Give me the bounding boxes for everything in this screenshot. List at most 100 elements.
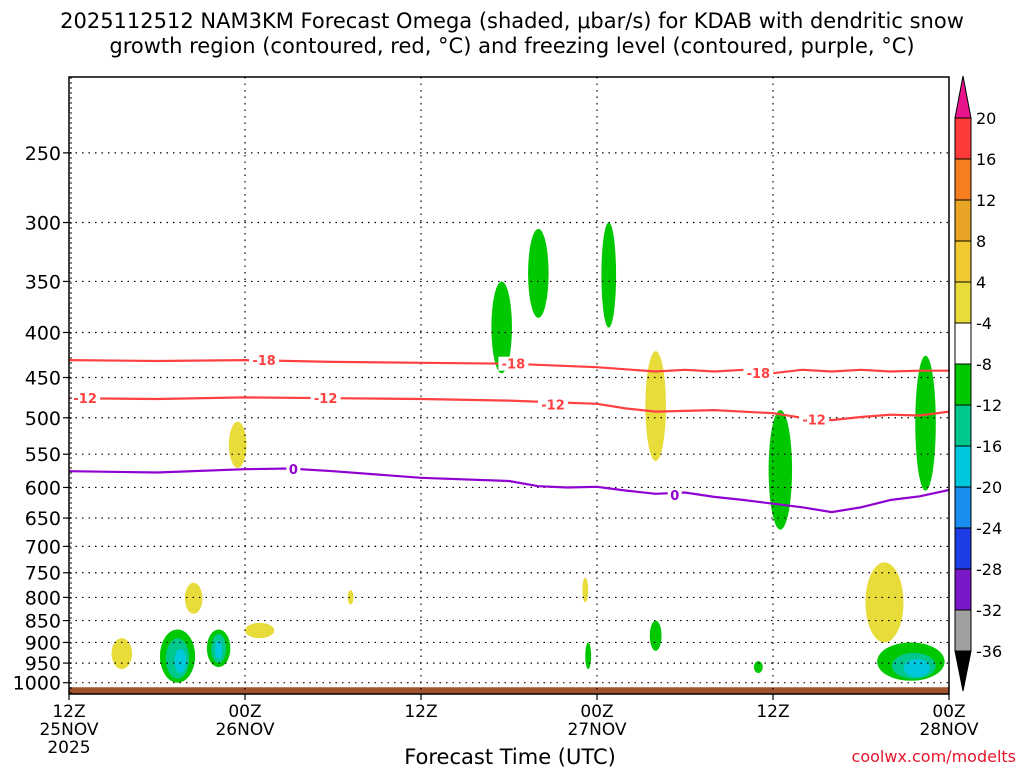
- y-tick-label-500: 500: [25, 408, 61, 430]
- colorbar-label-8: 8: [976, 232, 986, 251]
- colorbar-label--32: -32: [976, 601, 1002, 620]
- y-tick-label-900: 900: [25, 632, 61, 654]
- colorbar-bottom-arrow: [954, 650, 972, 692]
- contour-label-1: -18: [502, 358, 526, 373]
- y-tick-label-550: 550: [25, 444, 61, 466]
- omega-region-4-2: [228, 421, 247, 468]
- y-tick-label-700: 700: [25, 536, 61, 558]
- contour-label-bg-8: [667, 488, 682, 503]
- contour-label-bg-1: [498, 356, 529, 371]
- chart-title-line1: 2025112512 NAM3KM Forecast Omega (shaded…: [60, 9, 964, 33]
- plot-frame: [68, 76, 950, 695]
- contour-label-8: 0: [670, 489, 679, 504]
- credit-text: coolwx.com/modelts: [852, 747, 1016, 766]
- contour-label-3: -12: [73, 392, 97, 407]
- x-tick-label-0-2: 2025: [47, 738, 90, 758]
- colorbar-label--24: -24: [976, 519, 1002, 538]
- colorbar-label--20: -20: [976, 478, 1002, 497]
- x-tick-label-1-1: 26NOV: [215, 720, 274, 740]
- contour-label-bg-2: [743, 366, 774, 381]
- colorbar-box--12: [954, 404, 972, 447]
- colorbar-box-4: [954, 281, 972, 324]
- contour-label-0: -18: [252, 354, 276, 369]
- y-tick-label-450: 450: [25, 368, 61, 390]
- y-tick-label-400: 400: [25, 322, 61, 344]
- y-tick-label-1000: 1000: [13, 673, 61, 695]
- x-tick-label-2-0: 12Z: [404, 702, 437, 722]
- contour-line--12: [69, 396, 949, 422]
- contour-label-bg-6: [799, 412, 830, 427]
- x-tick-label-0-0: 12Z: [52, 702, 85, 722]
- colorbar-box--4: [954, 322, 972, 365]
- omega-region--4-11: [528, 228, 549, 318]
- colorbar-label--4: -4: [976, 314, 992, 333]
- x-tick-label-3-1: 27NOV: [567, 720, 626, 740]
- x-tick-label-0-1: 25NOV: [39, 720, 98, 740]
- omega-region-4-1: [184, 582, 203, 614]
- plot-content: -18 -18 -18 -12 -12 -12 -12 0 0: [69, 77, 949, 694]
- x-tick-label-5-1: 28NOV: [919, 720, 978, 740]
- colorbar-box-16: [954, 158, 972, 201]
- x-tick-label-3-0: 00Z: [580, 702, 613, 722]
- y-tick-label-250: 250: [25, 143, 61, 165]
- y-tick-label-350: 350: [25, 271, 61, 293]
- contour-label-bg-3: [70, 391, 101, 406]
- colorbar-label-16: 16: [976, 150, 996, 169]
- contour-label-bg-5: [538, 397, 568, 412]
- colorbar-box-20: [954, 117, 972, 160]
- colorbar-label--36: -36: [976, 642, 1002, 661]
- colorbar-box--8: [954, 363, 972, 406]
- x-axis-label: Forecast Time (UTC): [404, 745, 616, 768]
- colorbar-label--8: -8: [976, 355, 992, 374]
- ground-strip: [69, 687, 949, 694]
- contour-label-5: -12: [541, 399, 565, 414]
- colorbar-label-4: 4: [976, 273, 986, 292]
- contour-label-7: 0: [289, 463, 298, 478]
- omega-region--4-15: [753, 661, 763, 674]
- omega-region-4-7: [865, 562, 904, 643]
- chart-title-line2: growth region (contoured, red, °C) and f…: [109, 34, 914, 58]
- omega-region--12-23: [214, 640, 223, 660]
- omega-region--12-22: [174, 648, 187, 674]
- colorbar-box-12: [954, 199, 972, 242]
- colorbar-box--20: [954, 486, 972, 529]
- contour-label-2: -18: [747, 367, 771, 382]
- y-tick-label-300: 300: [25, 213, 61, 235]
- omega-region--4-13: [585, 642, 592, 670]
- contour-label-bg-0: [249, 353, 280, 368]
- omega-region--4-14: [649, 620, 662, 651]
- omega-region--4-12: [601, 222, 617, 328]
- y-tick-label-950: 950: [25, 653, 61, 675]
- omega-region-4-0: [111, 638, 133, 670]
- colorbar-box--16: [954, 445, 972, 488]
- x-tick-label-5-0: 00Z: [932, 702, 965, 722]
- colorbar-label--16: -16: [976, 437, 1002, 456]
- colorbar-label-20: 20: [976, 109, 996, 128]
- y-tick-label-600: 600: [25, 477, 61, 499]
- omega-region--4-17: [915, 355, 936, 491]
- contour-label-bg-7: [286, 462, 301, 477]
- y-tick-label-800: 800: [25, 587, 61, 609]
- colorbar-label--12: -12: [976, 396, 1002, 415]
- omega-region--4-10: [491, 281, 512, 374]
- contour-label-6: -12: [802, 413, 826, 428]
- colorbar-label-12: 12: [976, 191, 996, 210]
- omega-region-4-3: [244, 622, 275, 639]
- plot-area: -18 -18 -18 -12 -12 -12 -12 0 0 250 300 350 400 450 50…: [13, 75, 1002, 758]
- contour-line--18: [69, 358, 949, 375]
- colorbar-box--24: [954, 527, 972, 570]
- x-tick-label-1-0: 00Z: [228, 702, 261, 722]
- omega-region--12-24: [903, 659, 930, 677]
- omega-region-4-4: [347, 590, 354, 605]
- contour-line-0: [69, 467, 949, 514]
- contour-label-bg-4: [310, 391, 341, 406]
- y-tick-label-750: 750: [25, 563, 61, 585]
- colorbar-box-8: [954, 240, 972, 283]
- colorbar-box-grey: [954, 609, 972, 652]
- contour-label-4: -12: [314, 392, 338, 407]
- omega-region-4-6: [645, 351, 666, 462]
- x-tick-label-4-0: 12Z: [756, 702, 789, 722]
- omega-region--4-16: [768, 410, 793, 530]
- colorbar-label--28: -28: [976, 560, 1002, 579]
- y-tick-label-850: 850: [25, 611, 61, 633]
